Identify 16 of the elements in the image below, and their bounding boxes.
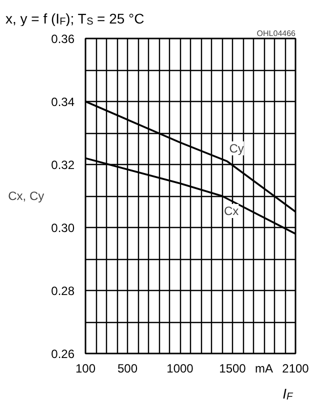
y-tick-label: 0.30 (51, 221, 75, 235)
x-tick-label: 500 (117, 362, 138, 376)
y-tick-label: 0.32 (51, 158, 75, 172)
x-tick-label: 1500 (219, 362, 246, 376)
x-tick-label: 1000 (166, 362, 194, 376)
x-tick-label: 100 (75, 362, 96, 376)
series-label: Cy (229, 141, 244, 156)
y-tick-label: 0.26 (51, 347, 75, 361)
y-tick-label: 0.28 (51, 284, 75, 298)
series-label: Cx (224, 204, 239, 218)
text: OHL04466 (256, 29, 296, 38)
x-tick-label: 2100 (282, 362, 310, 376)
x-tick-label: mA (255, 362, 273, 376)
y-tick-label: 0.36 (51, 32, 75, 46)
y-axis-title: Cx, Cy (8, 189, 44, 203)
y-tick-label: 0.34 (51, 95, 75, 109)
